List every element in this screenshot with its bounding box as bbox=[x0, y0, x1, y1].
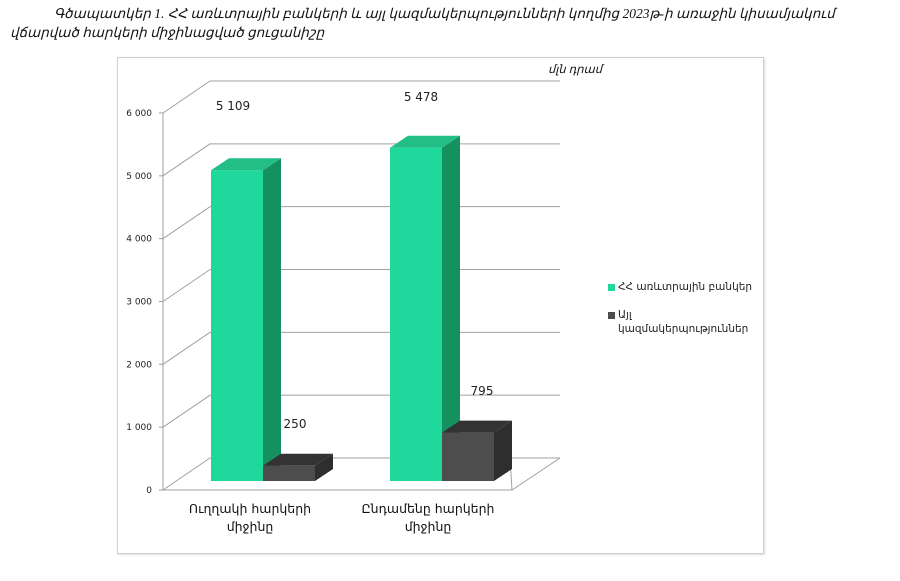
x-tick-label: միջինը bbox=[405, 519, 452, 534]
legend-swatch-banks bbox=[608, 284, 615, 291]
bar-top bbox=[442, 420, 512, 433]
data-label: 250 bbox=[284, 417, 307, 431]
gridline-diagonal bbox=[162, 394, 211, 428]
legend: ՀՀ առևտրային բանկեր Այլ կազմակերպություն… bbox=[608, 280, 768, 350]
gridline-diagonal bbox=[162, 143, 211, 177]
data-label: 5 478 bbox=[404, 90, 438, 104]
gridline-diagonal bbox=[162, 269, 211, 302]
legend-label-other-line2: կազմակերպություններ bbox=[618, 323, 749, 335]
bar-side bbox=[315, 453, 333, 481]
y-tick-label: 5 000 bbox=[126, 172, 152, 182]
x-tick-label: Ուղղակի հարկերի bbox=[189, 501, 311, 516]
figure-caption: Գծապատկեր 1. ՀՀ առևտրային բանկերի և այլ … bbox=[10, 6, 835, 40]
gridline-diagonal bbox=[162, 80, 211, 114]
bar-side bbox=[442, 135, 460, 481]
gridline-diagonal bbox=[162, 331, 211, 365]
bar-front bbox=[390, 147, 442, 481]
x-tick-label: միջինը bbox=[227, 519, 274, 534]
data-label: 5 109 bbox=[216, 99, 250, 113]
y-tick-label: 6 000 bbox=[126, 109, 152, 119]
bar-front bbox=[211, 170, 263, 481]
gridline-diagonal bbox=[162, 206, 211, 240]
bar-front bbox=[442, 432, 494, 481]
bar-top bbox=[211, 158, 281, 171]
y-tick-label: 2 000 bbox=[126, 360, 152, 370]
bar-top bbox=[263, 453, 333, 466]
legend-swatch-other bbox=[608, 312, 615, 319]
legend-label-other-line1: Այլ bbox=[618, 309, 632, 321]
y-tick-label: 4 000 bbox=[126, 235, 152, 245]
floor-right-edge bbox=[511, 457, 561, 491]
legend-item-other: Այլ կազմակերպություններ bbox=[608, 308, 768, 336]
bar-side bbox=[494, 420, 512, 481]
y-tick-label: 1 000 bbox=[126, 423, 152, 433]
data-label: 795 bbox=[471, 384, 494, 398]
legend-item-banks: ՀՀ առևտրային բանկեր bbox=[608, 280, 768, 294]
legend-label-other: Այլ կազմակերպություններ bbox=[618, 308, 748, 336]
bar-front bbox=[263, 465, 315, 481]
bar-side bbox=[263, 158, 281, 481]
unit-label: մլն դրամ bbox=[548, 64, 605, 76]
x-tick-label: Ընդամենը հարկերի bbox=[362, 501, 495, 516]
y-tick-label: 0 bbox=[146, 486, 152, 496]
legend-label-banks: ՀՀ առևտրային բանկեր bbox=[618, 281, 753, 293]
bar-top bbox=[390, 135, 460, 148]
y-tick-label: 3 000 bbox=[126, 298, 152, 308]
